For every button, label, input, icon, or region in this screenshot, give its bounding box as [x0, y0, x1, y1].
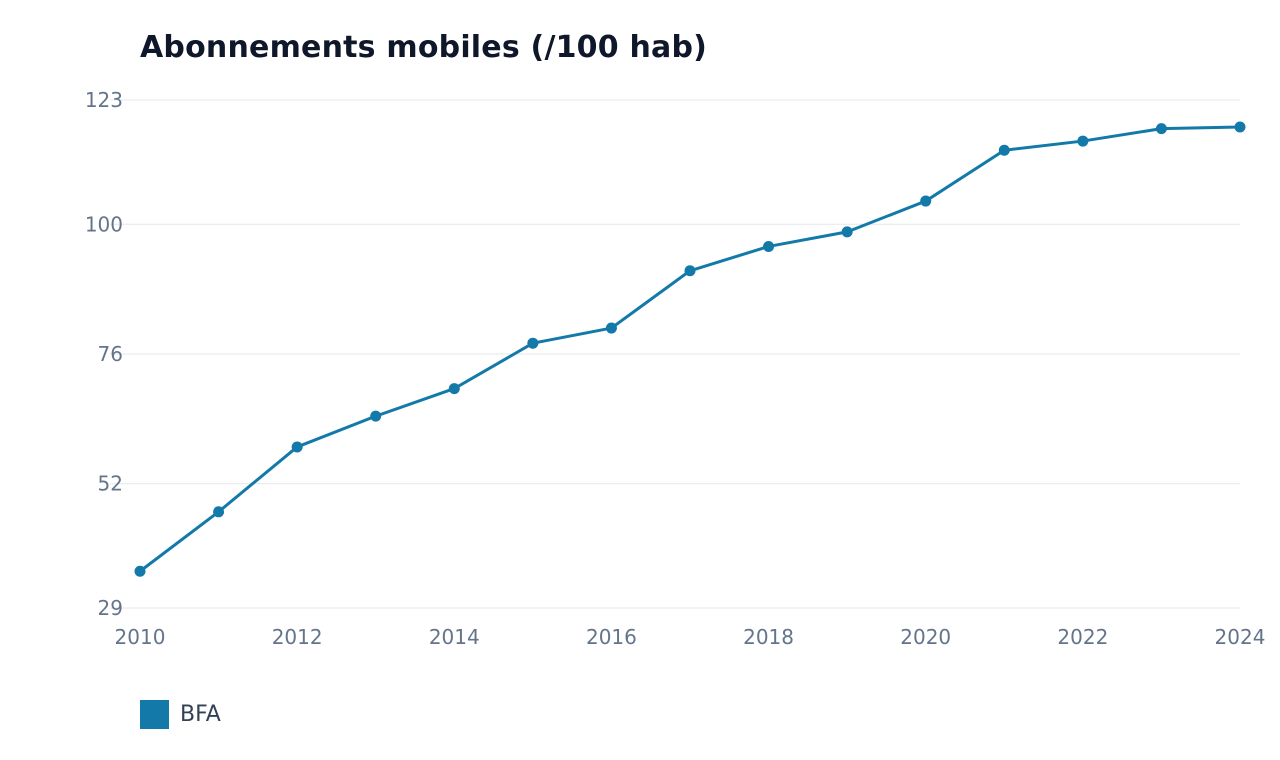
x-tick-label-2014: 2014 — [429, 625, 480, 649]
x-tick-label-2018: 2018 — [743, 625, 794, 649]
chart-title: Abonnements mobiles (/100 hab) — [140, 30, 708, 65]
data-point-2014 — [448, 383, 460, 395]
legend-swatch-bfa — [140, 700, 169, 729]
x-tick-label-2010: 2010 — [115, 625, 166, 649]
data-point-2018 — [763, 240, 775, 252]
x-tick-label-2024: 2024 — [1215, 625, 1266, 649]
series-layer — [134, 121, 1246, 577]
x-tick-label-2012: 2012 — [272, 625, 323, 649]
legend-label-bfa: BFA — [180, 702, 221, 727]
data-point-2010 — [134, 565, 146, 577]
y-tick-label-123: 123 — [85, 88, 123, 112]
data-point-2022 — [1077, 135, 1089, 147]
data-point-2024 — [1234, 121, 1246, 133]
grid-lines — [110, 99, 1240, 609]
x-tick-label-2022: 2022 — [1057, 625, 1108, 649]
data-point-2012 — [291, 441, 303, 453]
series-line-bfa — [138, 125, 1242, 573]
y-axis-ticks: 29 52 76 100 123 — [85, 88, 123, 620]
data-point-2015 — [527, 337, 539, 349]
data-point-2021 — [998, 144, 1010, 156]
data-point-2019 — [841, 226, 853, 238]
data-point-2011 — [213, 506, 225, 518]
x-axis-ticks: 2010 2012 2014 2016 2018 2020 2022 2024 — [115, 625, 1266, 649]
data-point-2013 — [370, 410, 382, 422]
data-point-2020 — [920, 195, 932, 207]
legend: BFA — [140, 700, 221, 729]
y-tick-label-52: 52 — [98, 472, 123, 496]
x-tick-label-2020: 2020 — [900, 625, 951, 649]
y-tick-label-29: 29 — [98, 596, 123, 620]
data-point-2017 — [684, 265, 696, 277]
data-point-2023 — [1155, 123, 1167, 135]
y-tick-label-100: 100 — [85, 212, 123, 236]
data-point-2016 — [605, 322, 617, 334]
x-tick-label-2016: 2016 — [586, 625, 637, 649]
y-tick-label-76: 76 — [98, 342, 123, 366]
